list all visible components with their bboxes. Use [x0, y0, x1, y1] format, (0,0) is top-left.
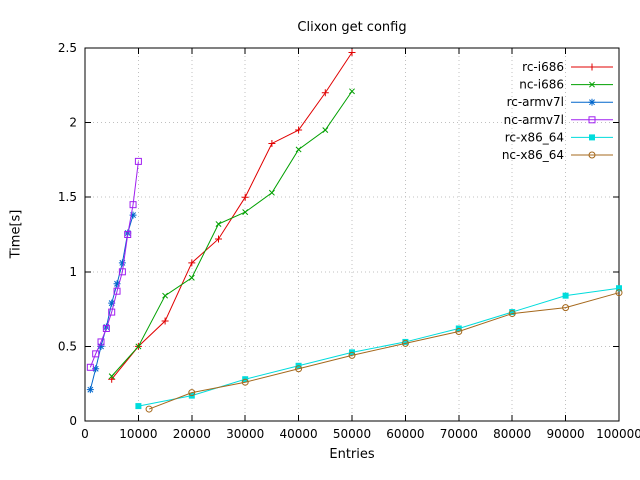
y-tick-label: 2 [69, 116, 77, 130]
marker-circle-open [401, 339, 409, 347]
series-nc-x86_64 [145, 289, 623, 413]
marker-cross [242, 209, 249, 216]
series-nc-armv7l [86, 157, 142, 371]
marker-cross [349, 88, 355, 95]
marker-square-filled [509, 309, 516, 316]
x-axis-label: Entries [329, 447, 375, 462]
series-line-rc-i686 [111, 52, 353, 380]
legend: rc-i686 nc-i686 rc-armv7l nc-armv7l rc-x86_6… [502, 60, 613, 162]
marker-circle-open [145, 405, 153, 413]
series-line-nc-i686 [111, 90, 353, 377]
marker-square-filled [562, 292, 569, 299]
marker-square-open [86, 363, 94, 371]
legend-label-nc-x86_64: nc-x86_64 [502, 148, 564, 162]
x-tick-label: 30000 [226, 427, 264, 441]
x-tick-label: 0 [81, 427, 89, 441]
marker-asterisk [589, 99, 595, 106]
marker-cross [188, 274, 195, 281]
marker-cross [322, 127, 329, 134]
x-tick-label: 90000 [547, 427, 585, 441]
marker-circle-open [241, 378, 249, 386]
x-tick-label: 80000 [493, 427, 531, 441]
marker-plus [241, 193, 249, 201]
marker-cross [295, 146, 302, 153]
legend-label-rc-armv7l: rc-armv7l [507, 95, 564, 109]
y-tick-label: 1 [69, 265, 77, 279]
marker-cross [215, 221, 222, 228]
marker-plus [161, 317, 169, 325]
marker-plus [215, 235, 222, 243]
y-tick-label: 0 [69, 414, 77, 428]
x-tick-label: 50000 [333, 427, 371, 441]
marker-circle-open [455, 327, 463, 335]
marker-asterisk [87, 386, 94, 393]
series-rc-x86_64 [135, 285, 622, 410]
x-tick-label: 20000 [173, 427, 211, 441]
series-line-rc-x86_64 [138, 287, 620, 407]
legend-label-nc-armv7l: nc-armv7l [504, 113, 564, 127]
marker-cross [135, 343, 142, 350]
x-tick-label: 40000 [280, 427, 318, 441]
marker-square-filled [135, 403, 142, 410]
marker-cross [108, 373, 115, 380]
x-tick-label: 70000 [440, 427, 478, 441]
x-tick-label: 10000 [119, 427, 157, 441]
marker-plus [268, 139, 276, 147]
marker-square-open [108, 308, 116, 316]
marker-cross [162, 292, 169, 299]
marker-square-open [134, 157, 142, 165]
marker-square-filled [616, 285, 622, 292]
y-tick-label: 1.5 [58, 190, 77, 204]
marker-plus [188, 259, 196, 267]
marker-plus [348, 48, 356, 56]
x-tick-label: 60000 [386, 427, 424, 441]
marker-square-open [124, 231, 132, 238]
marker-plus [295, 126, 303, 134]
series-rc-armv7l [86, 211, 137, 394]
marker-square-filled [589, 134, 595, 141]
legend-label-rc-i686: rc-i686 [522, 60, 564, 74]
marker-circle-open [588, 151, 596, 159]
marker-square-open [588, 116, 596, 124]
legend-label-nc-i686: nc-i686 [519, 78, 564, 92]
marker-circle-open [188, 389, 196, 397]
legend-label-rc-x86_64: rc-x86_64 [505, 130, 564, 144]
marker-square-open [102, 324, 110, 332]
marker-circle-open [295, 365, 303, 373]
marker-circle-open [348, 351, 356, 359]
series-line-nc-x86_64 [148, 292, 620, 410]
marker-plus [588, 63, 596, 71]
y-tick-label: 0.5 [58, 339, 77, 353]
marker-square-filled [402, 338, 409, 345]
marker-square-open [118, 268, 126, 276]
y-tick-label: 2.5 [58, 41, 77, 55]
marker-plus [321, 89, 329, 97]
marker-circle-open [508, 310, 516, 318]
marker-circle-open [562, 304, 570, 312]
marker-asterisk [92, 365, 99, 372]
marker-cross [268, 189, 275, 196]
chart-title: Clixon get config [297, 20, 407, 35]
marker-cross [589, 81, 595, 88]
x-tick-label: 100000 [596, 427, 640, 441]
marker-square-open [129, 201, 137, 209]
marker-square-open [113, 287, 121, 295]
marker-circle-open [615, 289, 623, 297]
marker-square-open [97, 338, 105, 346]
series-nc-i686 [108, 88, 355, 380]
y-axis-label: Time[s] [8, 209, 24, 259]
series-line-nc-armv7l [89, 161, 139, 368]
marker-square-open [92, 350, 100, 358]
